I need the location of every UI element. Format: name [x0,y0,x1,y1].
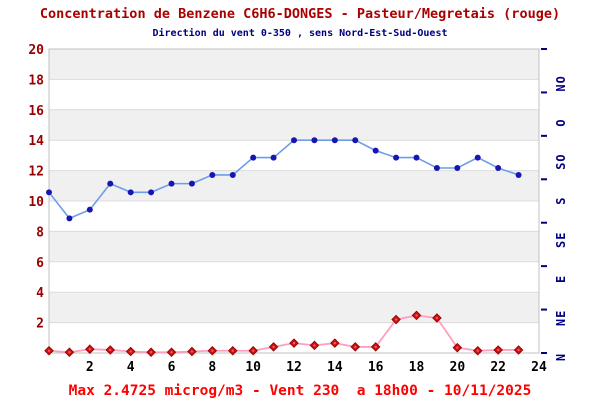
benzene-point-center [129,350,132,353]
x-axis-label: 16 [368,360,384,375]
plot-band [49,231,539,262]
benzene-point-center [211,349,214,352]
wind-direction-label: NE [554,310,568,326]
plot-band [49,49,539,80]
benzene-point-center [435,316,439,320]
benzene-point-center [394,318,398,321]
x-axis-label: 14 [327,360,343,375]
wind-direction-point [311,137,318,144]
wind-direction-point [188,180,195,187]
y-axis-label: 2 [36,317,44,332]
wind-direction-label: S [554,197,568,205]
wind-direction-point [372,147,379,154]
wind-direction-point [148,189,155,196]
benzene-point-center [456,346,459,349]
wind-direction-label: E [554,275,568,283]
plot-band [49,292,539,323]
benzene-point-center [88,348,92,351]
x-axis-label: 20 [450,360,466,375]
wind-direction-label: NO [554,75,568,91]
wind-direction-point [66,215,73,222]
benzene-point-center [231,349,234,352]
benzene-point-center [272,345,275,349]
benzene-point-center [190,350,194,353]
wind-direction-point [168,180,175,187]
x-axis-label: 8 [208,360,216,375]
wind-direction-label: N [554,353,568,361]
plot-band [49,109,539,141]
y-axis-label: 20 [28,43,44,58]
y-axis-label: 12 [28,165,44,180]
wind-direction-point [107,180,114,187]
benzene-point-center [292,341,296,345]
y-axis-label: 6 [36,256,44,271]
x-axis-label: 22 [490,360,506,375]
x-axis-label: 12 [286,360,302,375]
wind-direction-point [229,171,236,178]
benzene-point-center [47,349,51,352]
wind-direction-point [393,154,400,161]
benzene-point-center [313,344,316,347]
benzene-point-center [109,348,112,352]
wind-direction-point [515,171,522,178]
x-axis-label: 4 [127,360,135,375]
benzene-point-center [374,345,377,349]
y-axis-label: 8 [36,225,44,240]
wind-direction-point [291,137,297,144]
wind-direction-point [209,171,216,178]
benzene-point-center [496,348,500,352]
y-axis-label: 4 [36,286,44,301]
wind-direction-point [433,164,440,171]
x-axis-label: 24 [531,360,547,375]
wind-direction-label: O [554,118,568,126]
y-axis-label: 10 [28,195,44,210]
wind-direction-point [46,189,52,196]
wind-direction-point [352,137,359,144]
wind-direction-point [250,154,257,161]
y-axis-label: 18 [28,73,44,88]
wind-direction-point [474,154,481,161]
x-axis-label: 10 [245,360,261,375]
benzene-point-center [68,351,71,354]
plot-band [49,170,539,201]
benzene-point-center [517,348,520,352]
wind-direction-point [331,137,338,144]
benzene-point-center [354,345,357,349]
plot-frame [48,48,540,354]
benzene-point-center [149,351,153,354]
wind-direction-label: SO [554,153,568,169]
benzene-point-center [170,351,173,354]
benzene-point-center [415,314,418,317]
x-axis-label: 18 [409,360,425,375]
chart-subtitle: Direction du vent 0-350 , sens Nord-Est-… [152,28,448,39]
x-axis-label: 6 [168,360,176,375]
wind-direction-point [127,189,134,196]
wind-direction-point [270,154,277,161]
y-axis-label: 14 [28,134,44,149]
benzene-point-center [333,341,337,345]
benzene-point-center [476,349,479,352]
wind-direction-point [495,164,502,171]
y-axis-label: 16 [28,104,44,119]
benzene-point-center [251,349,255,352]
wind-direction-point [413,154,420,161]
footer-max-annotation: Max 2.4725 microg/m3 - Vent 230 a 18h00 … [68,383,532,399]
x-axis-label: 2 [86,360,94,375]
wind-direction-label: SE [554,232,568,248]
wind-direction-point [86,206,93,213]
chart-title: Concentration de Benzene C6H6-DONGES - P… [39,6,561,22]
wind-direction-point [454,164,461,171]
wind-direction-line [48,139,519,220]
